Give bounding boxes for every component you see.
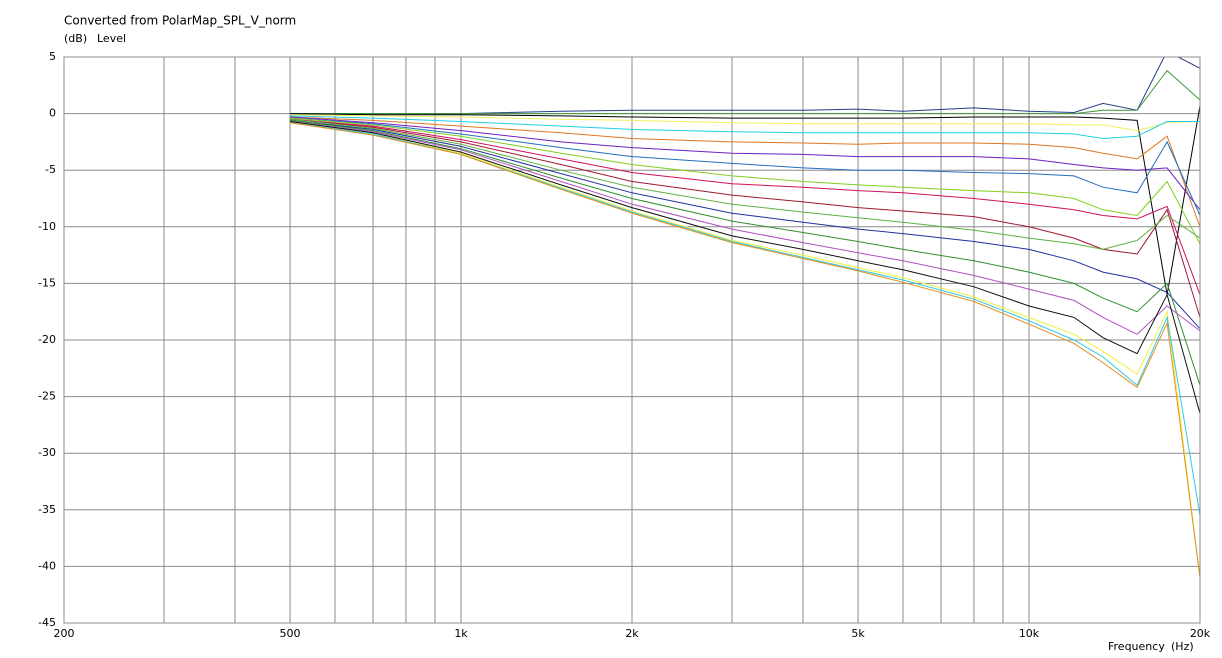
series-line xyxy=(289,115,1200,140)
y-tick-label: -15 xyxy=(38,276,56,289)
y-tick-label: -25 xyxy=(38,390,56,403)
x-tick-label: 500 xyxy=(280,627,301,640)
series-line xyxy=(290,57,1200,115)
series-line xyxy=(289,117,1200,245)
plot-lines xyxy=(289,57,1200,578)
series-line xyxy=(289,118,1200,295)
x-unit: (Hz) xyxy=(1171,640,1194,653)
series-line xyxy=(290,69,1200,115)
y-tick-label: -20 xyxy=(38,333,56,346)
series-line xyxy=(289,105,1200,295)
x-tick-label: 20k xyxy=(1190,627,1211,640)
series-line xyxy=(289,122,1200,578)
y-tick-label: -40 xyxy=(38,559,56,572)
series-line xyxy=(289,114,1200,132)
series-line xyxy=(289,116,1200,227)
x-tick-label: 10k xyxy=(1019,627,1040,640)
y-tick-label: -45 xyxy=(38,616,56,629)
x-tick-label: 200 xyxy=(54,627,75,640)
series-line xyxy=(289,119,1200,386)
y-axis-label: Level xyxy=(97,32,126,45)
series-line xyxy=(289,119,1200,330)
x-axis-label: Frequency xyxy=(1108,640,1165,653)
y-unit: (dB) xyxy=(64,32,87,45)
series-line xyxy=(289,121,1200,414)
series-line xyxy=(289,122,1200,578)
plot-frame xyxy=(63,56,1201,624)
y-tick-label: -30 xyxy=(38,446,56,459)
series-line xyxy=(289,118,1200,318)
chart-title: Converted from PolarMap_SPL_V_norm xyxy=(64,14,296,28)
x-tick-label: 2k xyxy=(625,627,639,640)
y-tick-label: -5 xyxy=(45,163,56,176)
series-line xyxy=(289,121,1200,335)
series-line xyxy=(289,116,1200,211)
series-line xyxy=(289,118,1200,250)
x-tick-label: 1k xyxy=(454,627,468,640)
y-tick-label: -10 xyxy=(38,220,56,233)
y-tick-label: 5 xyxy=(49,50,56,63)
y-tick-label: -35 xyxy=(38,503,56,516)
series-line xyxy=(289,122,1200,516)
y-tick-label: 0 xyxy=(49,107,56,120)
x-tick-label: 5k xyxy=(851,627,865,640)
series-line xyxy=(289,117,1200,216)
